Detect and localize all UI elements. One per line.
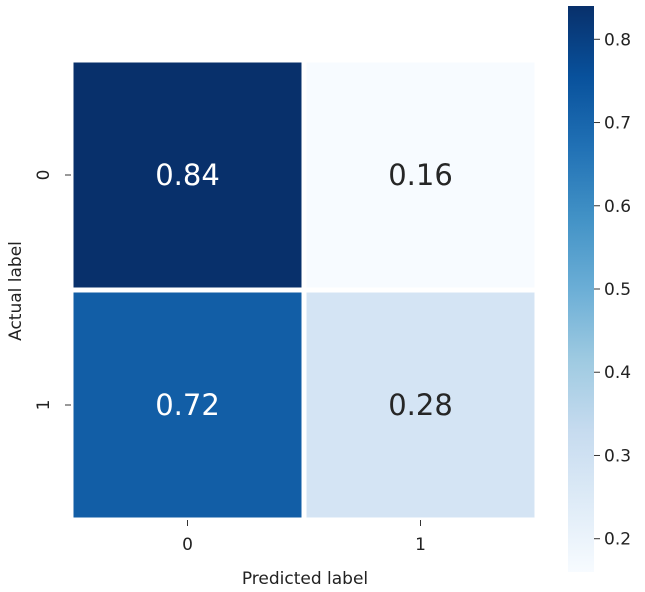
colorbar-tick-label: 0.3 xyxy=(604,446,631,466)
colorbar-tick-label: 0.7 xyxy=(604,114,631,134)
heatmap-cell xyxy=(306,292,535,518)
y-tick-label: 0 xyxy=(34,170,54,181)
heatmap-cells xyxy=(73,62,535,518)
colorbar-tick-label: 0.6 xyxy=(604,197,631,217)
x-tick-label: 0 xyxy=(182,535,193,555)
heatmap-cell-labels: 0.84 0.16 0.72 0.28 xyxy=(155,158,453,422)
cell-value-label: 0.16 xyxy=(388,158,453,192)
cell-value-label: 0.28 xyxy=(388,388,453,422)
cell-value-label: 0.84 xyxy=(155,158,220,192)
x-tick-label: 1 xyxy=(415,535,426,555)
y-tick-label: 1 xyxy=(34,400,54,411)
x-axis-label: Predicted label xyxy=(242,569,368,589)
heatmap-cell xyxy=(73,292,302,518)
colorbar-tick-label: 0.8 xyxy=(604,30,631,50)
colorbar-ticks: 0.2 0.3 0.4 0.5 0.6 0.7 0.8 xyxy=(594,30,631,550)
heatmap-cell xyxy=(73,62,302,288)
colorbar-tick-label: 0.2 xyxy=(604,530,631,550)
y-axis-ticks: 01 xyxy=(34,170,71,411)
y-axis-label: Actual label xyxy=(6,241,26,341)
colorbar-tick-label: 0.5 xyxy=(604,280,631,300)
colorbar xyxy=(568,6,594,572)
cell-value-label: 0.72 xyxy=(155,388,220,422)
colorbar-tick-label: 0.4 xyxy=(604,363,631,383)
heatmap-cell xyxy=(306,62,535,288)
